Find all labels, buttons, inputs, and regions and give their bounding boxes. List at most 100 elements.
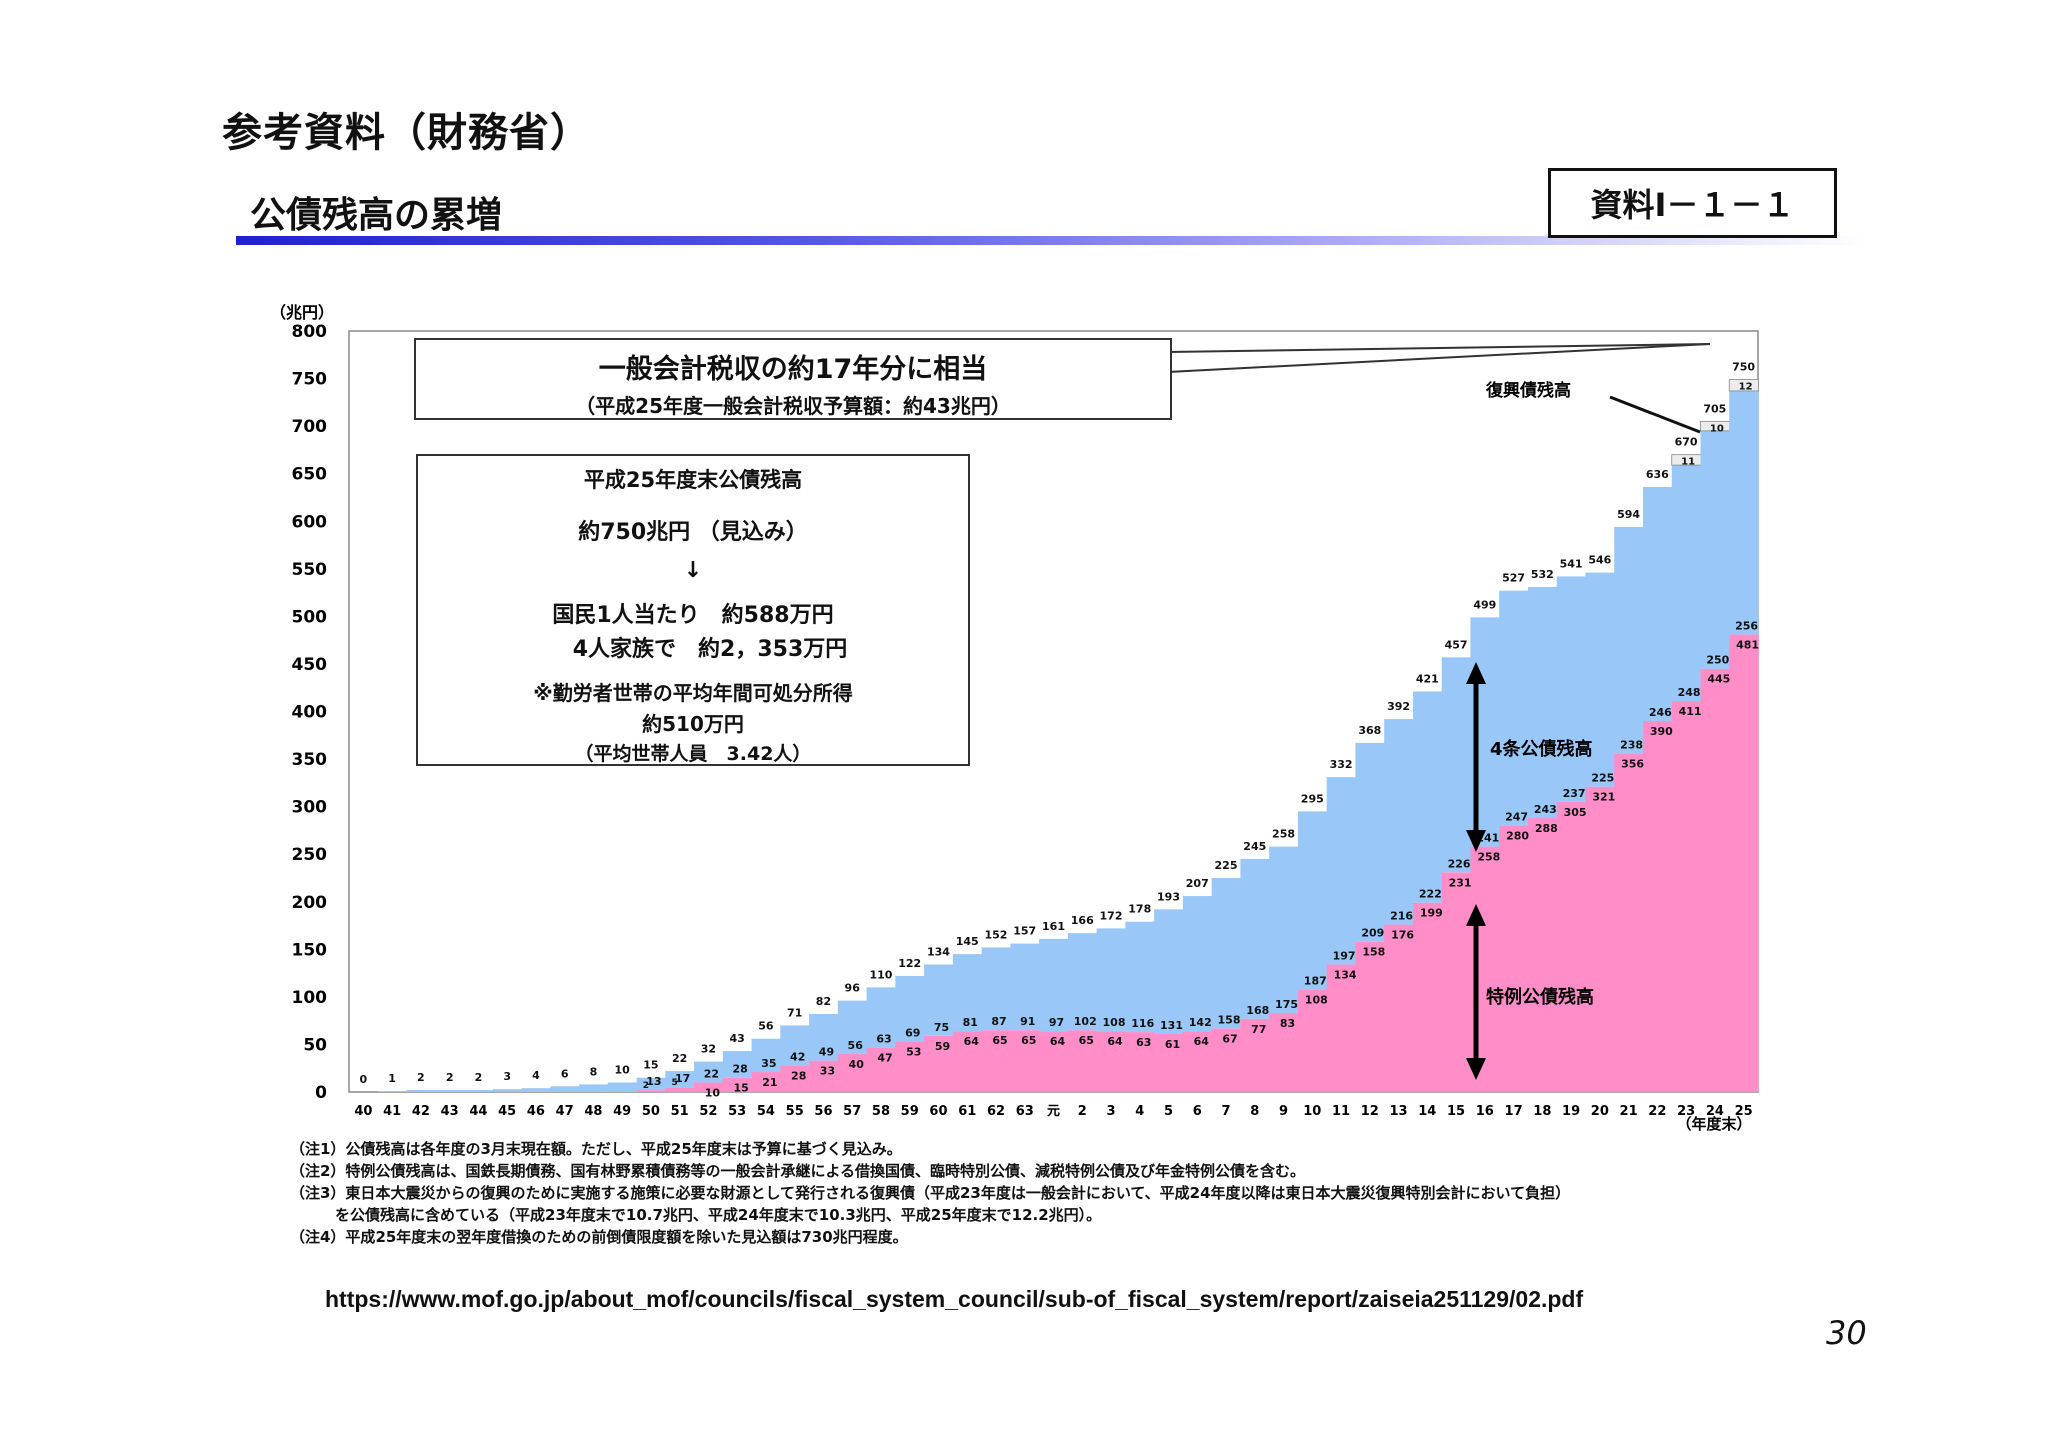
callout-mid-line6: 約510万円 <box>642 712 744 736</box>
x-tick-label: 55 <box>786 1104 804 1119</box>
callout-mid-line4: 4人家族で 約2，353万円 <box>572 637 848 662</box>
callout-top-line2: （平成25年度一般会計税収予算額：約43兆円） <box>575 394 1011 418</box>
data-label: 527 <box>1502 572 1525 585</box>
kenchiku-bar <box>1384 719 1414 925</box>
data-label: 636 <box>1646 468 1669 481</box>
x-tick-label: 22 <box>1648 1104 1666 1119</box>
kenchiku-bar <box>1355 742 1385 942</box>
tokurei-bar <box>1039 1031 1069 1092</box>
note-1: （注1）公債残高は各年度の3月末現在額。ただし、平成25年度末は予算に基づく見込… <box>290 1140 902 1158</box>
y-axis-label: （兆円） <box>270 303 334 322</box>
data-label: 42 <box>790 1050 805 1063</box>
kenchiku-bar <box>636 1077 666 1091</box>
data-label: 445 <box>1707 673 1730 686</box>
data-label: 81 <box>963 1016 978 1029</box>
data-label: 59 <box>935 1040 950 1053</box>
data-label: 256 <box>1735 619 1758 632</box>
data-label: 49 <box>819 1046 834 1059</box>
data-label: 10 <box>1710 423 1724 434</box>
tokurei-bar <box>1700 668 1730 1092</box>
x-tick-label: 6 <box>1193 1104 1202 1119</box>
x-tick-label: 59 <box>901 1104 919 1119</box>
data-label: 5 <box>672 1078 678 1088</box>
tokurei-bar <box>837 1053 868 1092</box>
data-label: 193 <box>1157 890 1180 903</box>
tokurei-bar <box>1211 1028 1242 1092</box>
kenchiku-bar <box>1297 811 1328 990</box>
x-tick-label: 58 <box>872 1104 890 1119</box>
data-label: 13 <box>646 1075 661 1088</box>
data-label: 670 <box>1675 436 1698 449</box>
data-label: 152 <box>985 928 1008 941</box>
source-url[interactable]: https://www.mof.go.jp/about_mof/councils… <box>325 1286 1584 1312</box>
kenchiku-bar <box>952 954 983 1032</box>
data-label: 295 <box>1301 792 1324 805</box>
tokurei-bar <box>1729 634 1759 1092</box>
kenchiku-bar <box>1671 465 1702 702</box>
data-label: 243 <box>1534 803 1557 816</box>
data-label: 10 <box>615 1063 631 1076</box>
x-tick-label: 41 <box>383 1104 401 1119</box>
y-tick-label: 300 <box>292 798 328 818</box>
data-label: 258 <box>1477 851 1500 864</box>
tokurei-bar <box>1154 1033 1184 1092</box>
tokurei-bar <box>952 1031 983 1092</box>
data-label: 65 <box>1021 1034 1036 1047</box>
x-tick-label: 44 <box>469 1104 487 1119</box>
x-tick-label: 11 <box>1332 1104 1350 1119</box>
data-label: 216 <box>1390 910 1413 923</box>
y-tick-label: 450 <box>292 655 328 675</box>
tokurei-bar <box>1527 818 1558 1092</box>
x-tick-label: 46 <box>527 1104 545 1119</box>
data-label: 142 <box>1189 1016 1212 1029</box>
kenchiku-bar <box>981 947 1011 1031</box>
kenchiku-bar <box>377 1091 408 1092</box>
data-label: 2 <box>643 1081 649 1091</box>
data-label: 207 <box>1186 877 1209 890</box>
kenchiku-bar <box>1585 572 1615 787</box>
data-label: 231 <box>1449 876 1472 889</box>
tokurei-bar <box>895 1041 925 1092</box>
y-tick-label: 150 <box>292 940 328 960</box>
y-tick-label: 350 <box>292 750 328 770</box>
data-label: 457 <box>1445 638 1468 651</box>
data-label: 82 <box>816 995 831 1008</box>
tokurei-bar <box>866 1047 896 1092</box>
y-tick-label: 200 <box>292 893 328 913</box>
x-tick-label: 40 <box>354 1104 372 1119</box>
data-label: 56 <box>758 1020 774 1033</box>
tokurei-bar <box>1642 721 1673 1092</box>
callout-mid-arrow: ↓ <box>683 558 703 583</box>
y-tick-label: 650 <box>292 465 328 485</box>
kenchiku-bar <box>1700 430 1730 669</box>
data-label: 750 <box>1732 361 1755 374</box>
kenchiku-bar <box>1182 896 1213 1032</box>
kenchiku-bar <box>1125 921 1155 1033</box>
data-label: 166 <box>1071 914 1094 927</box>
data-label: 32 <box>701 1043 716 1056</box>
callout-mid-line7: （平均世帯人員 3.42人） <box>574 743 812 765</box>
x-tick-label: 17 <box>1505 1104 1523 1119</box>
data-label: 33 <box>820 1065 835 1078</box>
data-label: 225 <box>1215 859 1238 872</box>
tokurei-bar <box>1326 964 1357 1092</box>
tokurei-bar <box>1125 1032 1155 1092</box>
fukko-series-label: 復興債残高 <box>1485 380 1571 401</box>
kenchiku-bar <box>665 1071 695 1088</box>
data-label: 248 <box>1678 686 1701 699</box>
x-tick-label: 18 <box>1533 1104 1551 1119</box>
x-tick-label: 56 <box>814 1104 832 1119</box>
kenchiku-bar <box>1326 777 1357 965</box>
x-tick-label: 62 <box>987 1104 1005 1119</box>
tokurei-double-arrow <box>1466 904 1486 1080</box>
data-label: 10 <box>705 1086 721 1099</box>
x-tick-label: 5 <box>1164 1104 1173 1119</box>
data-label: 43 <box>730 1032 745 1045</box>
data-label: 108 <box>1305 993 1328 1006</box>
x-tick-label: 45 <box>498 1104 516 1119</box>
tokurei-bar <box>1412 902 1443 1092</box>
x-tick-label: 15 <box>1447 1104 1465 1119</box>
y-tick-label: 400 <box>292 703 328 723</box>
callout-connector <box>1167 343 1711 373</box>
x-tick-label: 47 <box>556 1104 574 1119</box>
